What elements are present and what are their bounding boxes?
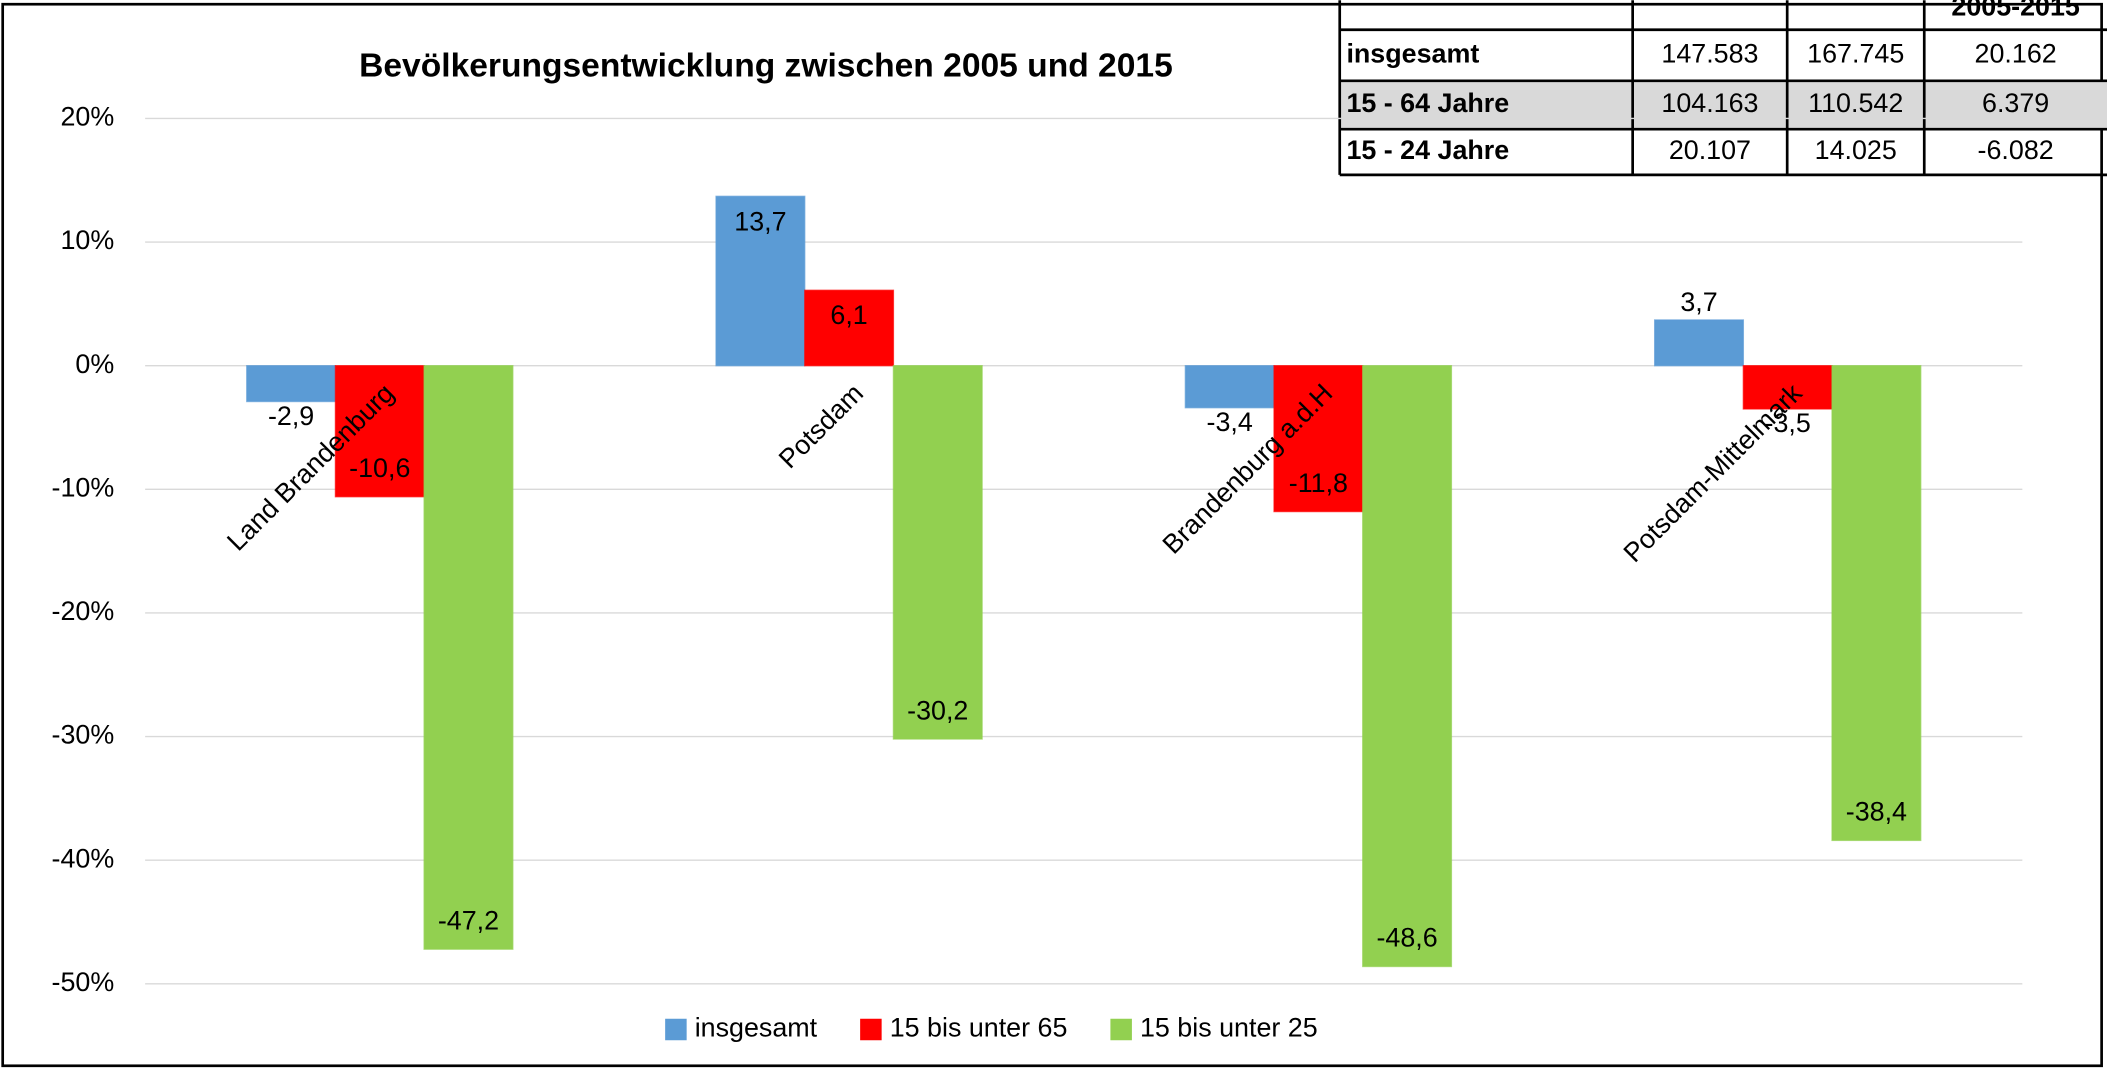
- legend-swatch: [860, 1018, 882, 1041]
- bar: [1273, 365, 1364, 513]
- bar: [1184, 365, 1275, 409]
- y-tick-label: 20%: [60, 102, 114, 132]
- bar: [804, 289, 895, 367]
- y-tick-label: 10%: [60, 225, 114, 255]
- table-cell: 104.163: [1661, 88, 1758, 118]
- data-label: 13,7: [734, 206, 786, 236]
- table-cell: 14.025: [1815, 135, 1897, 165]
- y-tick-label: -40%: [52, 843, 115, 873]
- table-cell: 147.583: [1661, 38, 1758, 68]
- table-cell: -6.082: [1978, 135, 2054, 165]
- bar: [246, 365, 337, 403]
- legend-label: insgesamt: [695, 1013, 818, 1043]
- table-cell: insgesamt: [1346, 38, 1479, 68]
- legend-swatch: [1110, 1018, 1132, 1041]
- table-cell: 167.745: [1807, 38, 1904, 68]
- data-label: -30,2: [907, 695, 968, 725]
- legend-label: 15 bis unter 65: [890, 1013, 1068, 1043]
- bar: [1831, 365, 1922, 842]
- data-label: -3,4: [1207, 407, 1253, 437]
- data-label: 3,7: [1680, 287, 1717, 317]
- data-table: 2005-2015 insgesamt 147.583 167.745 20.162 15…: [1338, 0, 2107, 177]
- y-tick-label: 0%: [75, 349, 114, 379]
- legend-label: 15 bis unter 25: [1140, 1013, 1318, 1043]
- table-cell: 15 - 24 Jahre: [1346, 135, 1509, 165]
- chart-title: Bevölkerungsentwicklung zwischen 2005 un…: [359, 47, 1173, 84]
- bar: [1362, 365, 1453, 968]
- y-tick-label: -30%: [52, 720, 115, 750]
- data-label: -3,5: [1765, 408, 1811, 438]
- bar: [1653, 319, 1745, 367]
- bar: [892, 365, 983, 740]
- bar: [715, 195, 806, 367]
- y-tick-label: -20%: [52, 596, 115, 626]
- y-tick-label: -10%: [52, 472, 115, 502]
- table-cell: 15 - 64 Jahre: [1346, 88, 1509, 118]
- y-tick-label: -50%: [52, 967, 115, 997]
- data-label: -11,8: [1289, 468, 1348, 498]
- data-label: -47,2: [438, 905, 499, 935]
- legend-swatch: [665, 1018, 687, 1041]
- data-label: -48,6: [1376, 923, 1437, 953]
- table-bg: [1339, 80, 2107, 130]
- data-label: 6,1: [830, 300, 867, 330]
- table-cell: 110.542: [1808, 88, 1903, 118]
- data-label: -10,6: [349, 453, 410, 483]
- table-header: 2005-2015: [1951, 0, 2080, 21]
- data-label: -38,4: [1846, 797, 1907, 827]
- bar: [423, 365, 514, 950]
- data-label: -2,9: [268, 401, 314, 431]
- table-cell: 6.379: [1982, 88, 2049, 118]
- table-cell: 20.107: [1669, 135, 1751, 165]
- table-cell: 20.162: [1975, 38, 2057, 68]
- bar: [1742, 365, 1833, 410]
- bar: [334, 365, 425, 498]
